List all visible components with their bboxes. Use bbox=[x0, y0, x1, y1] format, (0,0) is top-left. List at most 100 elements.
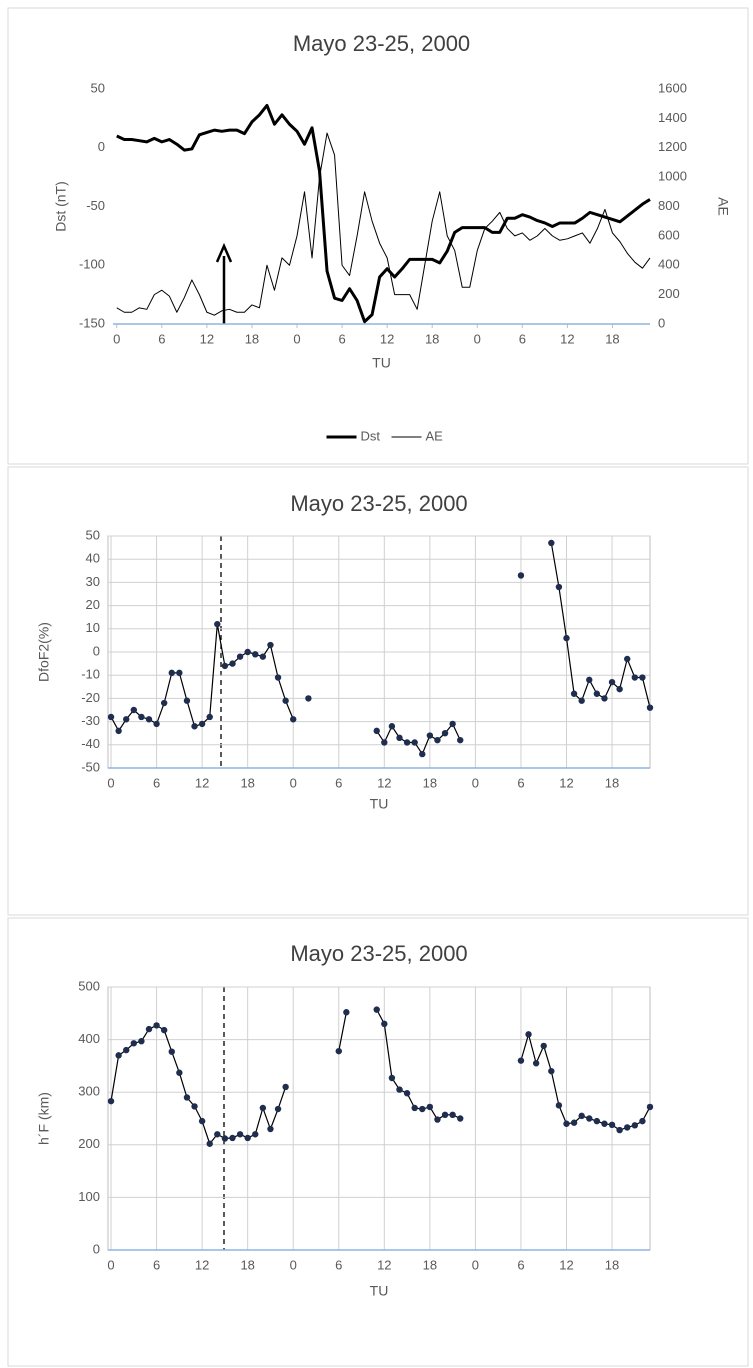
data-point bbox=[198, 720, 206, 728]
data-point bbox=[419, 1105, 426, 1113]
data-point bbox=[107, 1097, 115, 1105]
x-tick-label: 0 bbox=[107, 775, 114, 790]
data-point bbox=[388, 723, 396, 730]
data-point bbox=[396, 1086, 403, 1093]
y-tick-label: -40 bbox=[81, 736, 100, 751]
data-point bbox=[631, 674, 639, 681]
data-point bbox=[639, 674, 646, 681]
data-point bbox=[608, 1121, 616, 1129]
y2-tick-label: 800 bbox=[658, 198, 680, 213]
data-point bbox=[107, 713, 115, 721]
y-tick-label: 50 bbox=[86, 527, 100, 542]
data-point bbox=[229, 660, 236, 667]
data-point bbox=[457, 736, 464, 744]
panel bbox=[7, 466, 749, 916]
x-tick-label: 12 bbox=[195, 1257, 209, 1272]
x-tick-label: 6 bbox=[517, 775, 524, 790]
x-tick-label: 18 bbox=[605, 331, 619, 346]
data-point bbox=[525, 1031, 532, 1038]
data-point bbox=[381, 739, 388, 746]
data-point bbox=[426, 732, 434, 739]
data-point bbox=[183, 697, 191, 704]
data-point bbox=[411, 739, 418, 746]
data-point bbox=[396, 734, 403, 742]
data-point bbox=[259, 653, 267, 660]
y-tick-label: 40 bbox=[86, 551, 100, 566]
y-tick-label: 10 bbox=[86, 620, 100, 635]
x-tick-label: 18 bbox=[240, 1257, 254, 1272]
x-tick-label: 6 bbox=[338, 331, 345, 346]
x-tick-label: 0 bbox=[107, 1257, 114, 1272]
x-tick-label: 12 bbox=[560, 331, 574, 346]
x-tick-label: 6 bbox=[335, 1257, 342, 1272]
data-point bbox=[206, 713, 213, 721]
y2-tick-label: 200 bbox=[658, 286, 680, 301]
data-point bbox=[570, 1119, 578, 1126]
data-point bbox=[646, 1103, 654, 1111]
series-line bbox=[116, 132, 651, 316]
data-point bbox=[282, 1083, 289, 1091]
y2-tick-label: 1200 bbox=[658, 139, 687, 154]
y2-tick-label: 1400 bbox=[658, 110, 687, 125]
data-point bbox=[145, 1025, 153, 1033]
x-tick-label: 0 bbox=[472, 1257, 479, 1272]
y-tick-label: 0 bbox=[93, 643, 100, 658]
data-point bbox=[244, 648, 251, 656]
data-point bbox=[115, 727, 122, 735]
data-point bbox=[282, 697, 289, 704]
data-point bbox=[593, 690, 601, 697]
x-tick-label: 0 bbox=[290, 775, 297, 790]
data-point bbox=[548, 1067, 555, 1075]
data-point bbox=[517, 1057, 525, 1064]
data-point bbox=[176, 1069, 183, 1076]
data-point bbox=[274, 674, 282, 681]
data-point bbox=[434, 1116, 441, 1123]
data-point bbox=[343, 1009, 350, 1016]
y-tick-label: -150 bbox=[79, 315, 105, 330]
data-point bbox=[115, 1052, 122, 1059]
x-tick-label: 18 bbox=[605, 775, 619, 790]
x-tick-label: 12 bbox=[200, 331, 214, 346]
x-tick-label: 0 bbox=[113, 331, 120, 346]
y-axis-label: DfoF2(%) bbox=[36, 622, 52, 682]
y-tick-label: -50 bbox=[86, 198, 105, 213]
data-point bbox=[252, 1131, 259, 1138]
chart-title: Mayo 23-25, 2000 bbox=[290, 941, 467, 966]
x-tick-label: 12 bbox=[559, 1257, 573, 1272]
y2-tick-label: 1000 bbox=[658, 169, 687, 184]
data-point bbox=[601, 1120, 608, 1127]
y-tick-label: 100 bbox=[78, 1189, 100, 1204]
x-axis-label: TU bbox=[370, 1283, 389, 1299]
data-point bbox=[624, 1124, 631, 1131]
data-point bbox=[290, 716, 297, 723]
data-point bbox=[236, 1131, 244, 1138]
data-point bbox=[130, 706, 138, 714]
legend-label: Dst bbox=[361, 428, 381, 443]
data-point bbox=[206, 1140, 213, 1147]
y-tick-label: 500 bbox=[78, 978, 100, 993]
data-point bbox=[517, 572, 525, 579]
data-point bbox=[191, 1103, 198, 1110]
series-line bbox=[110, 542, 651, 755]
data-point bbox=[198, 1117, 206, 1125]
event-arrow-head bbox=[215, 242, 233, 263]
panel bbox=[7, 917, 749, 1367]
x-tick-label: 18 bbox=[425, 331, 439, 346]
data-point bbox=[191, 723, 198, 730]
x-tick-label: 18 bbox=[423, 775, 437, 790]
data-point bbox=[616, 685, 623, 693]
data-point bbox=[153, 1022, 160, 1029]
y-tick-label: -20 bbox=[81, 690, 100, 705]
data-point bbox=[229, 1134, 236, 1142]
data-point bbox=[373, 727, 380, 735]
x-tick-label: 6 bbox=[335, 775, 342, 790]
data-point bbox=[236, 653, 244, 660]
x-tick-label: 12 bbox=[377, 1257, 391, 1272]
data-point bbox=[138, 713, 145, 721]
x-tick-label: 18 bbox=[605, 1257, 619, 1272]
data-point bbox=[145, 716, 153, 723]
data-point bbox=[259, 1104, 267, 1112]
y2-tick-label: 400 bbox=[658, 257, 680, 272]
chart-title: Mayo 23-25, 2000 bbox=[293, 31, 470, 56]
y2-axis-label: AE bbox=[715, 197, 731, 216]
